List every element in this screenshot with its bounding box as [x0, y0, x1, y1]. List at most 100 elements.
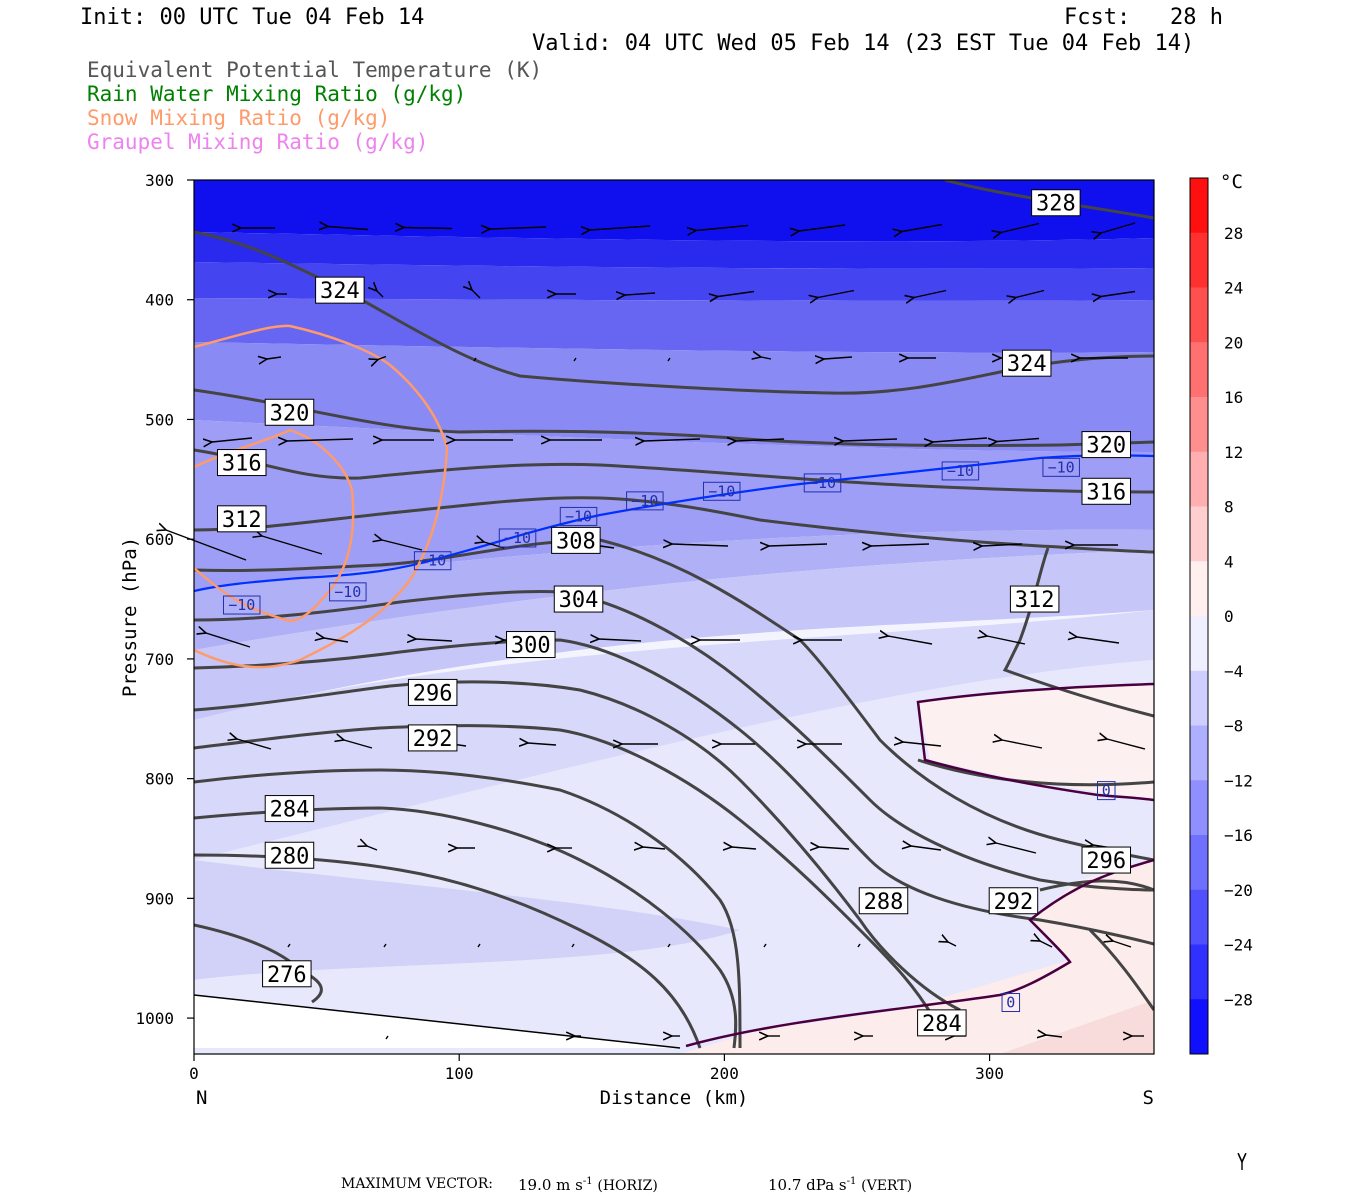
isotherm-label: −10 — [941, 461, 980, 481]
theta-e-contour — [194, 638, 1154, 946]
colorbar-unit: °C — [1220, 171, 1243, 193]
wind-vector — [625, 293, 656, 295]
temperature-colorbar: 28 24 20 16 12 8 4 0 −4 −8 −12 −16 −20 −24 −28 — [1189, 177, 1253, 1055]
snow-contours — [194, 324, 449, 669]
wind-vector — [571, 943, 575, 948]
label-box — [1042, 457, 1080, 477]
label-text: 324 — [320, 279, 360, 304]
y-tick-label: 800 — [145, 770, 174, 789]
wind-vector — [911, 846, 942, 851]
theta-e-label: 328 — [1031, 189, 1081, 217]
label-box — [559, 506, 598, 526]
label-text: 292 — [994, 890, 1034, 915]
wind-vector — [857, 943, 861, 948]
wind-vector — [599, 639, 642, 641]
label-box — [264, 795, 315, 823]
wind-vector — [888, 636, 933, 645]
theta-e-label: 316 — [216, 449, 267, 477]
wind-vectors — [166, 222, 1146, 1039]
temp-band-warm-aloft — [918, 684, 1154, 800]
label-box — [702, 481, 741, 501]
label-text: −10 — [631, 492, 658, 510]
label-text: −10 — [1048, 458, 1075, 476]
theta-e-contour — [194, 590, 1154, 892]
wind-vector — [1101, 222, 1136, 233]
label-box — [407, 724, 458, 752]
colorbar-tick-label: −8 — [1224, 717, 1243, 736]
theta-e-label: 296 — [1081, 846, 1132, 874]
wind-vector — [382, 540, 423, 551]
wind-vector — [824, 357, 853, 359]
wind-vector — [287, 439, 354, 441]
wind-vector — [644, 439, 701, 441]
theta-e-label: 324 — [315, 276, 365, 304]
label-text: 288 — [864, 890, 904, 915]
label-box — [1097, 781, 1116, 801]
colorbar-swatch — [1190, 506, 1208, 562]
wind-vector — [718, 290, 755, 297]
theta-e-label: 320 — [1081, 431, 1132, 459]
temp-band-minus-4 — [194, 610, 1154, 860]
wind-vector — [672, 544, 729, 546]
theta-e-contour — [194, 388, 1154, 447]
wind-vector — [473, 357, 477, 362]
wind-vector — [1040, 941, 1053, 948]
x-tick-label: 100 — [445, 1064, 474, 1083]
label-box — [264, 841, 315, 869]
theta-e-label: 300 — [506, 631, 556, 659]
wind-vector — [324, 638, 349, 643]
temp-band-minus-16 — [194, 298, 1154, 353]
theta-e-contour — [194, 806, 738, 1049]
theta-e-label: 280 — [264, 841, 315, 869]
label-text: −10 — [419, 552, 446, 570]
label-text: 284 — [922, 1012, 962, 1037]
forecast-hour: Fcst: 28 h — [1064, 5, 1223, 30]
zero-isotherm — [685, 682, 1154, 1048]
wind-vector — [404, 228, 453, 229]
y-tick-label: 900 — [145, 889, 174, 908]
isotherm-label: −10 — [702, 481, 741, 501]
colorbar-tick-label: 0 — [1224, 607, 1234, 626]
theta-e-contour — [1039, 879, 1154, 892]
wind-vector — [416, 639, 453, 641]
y-tick-label: 300 — [145, 171, 174, 190]
snow-contour-inner — [194, 428, 355, 623]
theta-e-label: 276 — [262, 960, 312, 988]
footer-vert: 10.7 dPa s-1 (VERT) — [768, 1176, 913, 1194]
wind-vector — [287, 943, 291, 948]
theta-e-contour — [194, 680, 961, 1012]
label-text: 300 — [511, 634, 551, 659]
colorbar-swatch — [1190, 342, 1208, 398]
isotherm-label: −10 — [559, 506, 598, 526]
label-box — [329, 582, 367, 602]
label-text: 292 — [413, 727, 453, 752]
wind-vector — [490, 227, 547, 229]
wind-vector — [328, 227, 369, 230]
legend-graupel: Graupel Mixing Ratio (g/kg) — [87, 130, 429, 154]
wind-vector — [871, 544, 930, 546]
wind-vector — [643, 847, 666, 849]
theta-e-label: 292 — [407, 724, 458, 752]
wind-vector — [212, 437, 253, 442]
label-text: 0 — [1006, 994, 1015, 1012]
wind-vector — [843, 439, 898, 441]
colorbar-tick-label: 12 — [1224, 443, 1243, 462]
label-text: 280 — [270, 844, 310, 869]
temp-band-warm-surface — [680, 860, 1154, 1054]
x-axis-south: S — [1143, 1087, 1154, 1109]
colorbar-swatch — [1190, 232, 1208, 288]
x-tick-label: 300 — [975, 1064, 1004, 1083]
label-box — [407, 678, 458, 706]
label-text: 284 — [270, 798, 310, 823]
wind-vector — [914, 289, 947, 298]
zero-isotherm-aloft — [916, 682, 1154, 802]
valid-time: Valid: 04 UTC Wed 05 Feb 14 (23 EST Tue … — [532, 31, 1195, 56]
label-text: 276 — [267, 963, 307, 988]
isotherm-label: −10 — [803, 473, 842, 493]
wind-vector — [206, 633, 251, 648]
label-text: 320 — [270, 401, 310, 426]
label-box — [1001, 349, 1052, 377]
snow-contour-outer — [194, 324, 449, 669]
y-tick-label: 500 — [145, 410, 174, 429]
label-box — [506, 631, 556, 659]
